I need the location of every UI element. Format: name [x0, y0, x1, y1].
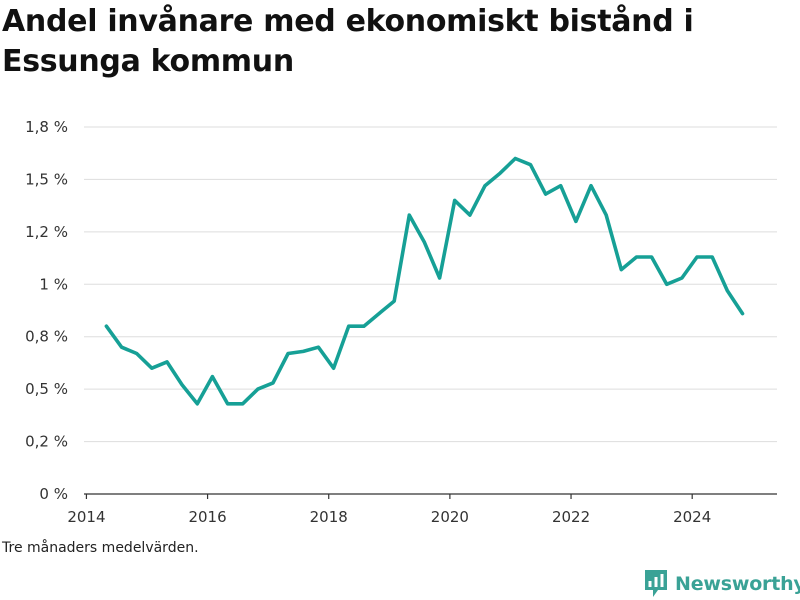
- y-tick-label: 0,2 %: [25, 433, 68, 451]
- chart-title: Andel invånare med ekonomiskt bistånd i …: [2, 4, 694, 79]
- x-tick-label: 2016: [188, 508, 226, 526]
- x-tick-label: 2022: [552, 508, 590, 526]
- x-tick-label: 2014: [67, 508, 105, 526]
- x-tick-labels: 2014 2016 2018 2020 2022 2024: [67, 508, 711, 526]
- y-tick-label: 0,8 %: [25, 328, 68, 346]
- newsworthy-logo[interactable]: Newsworthy: [644, 568, 800, 600]
- x-axis: [84, 493, 777, 499]
- y-tick-label: 1,8 %: [25, 118, 68, 136]
- y-tick-label: 0 %: [39, 485, 68, 503]
- x-tick-label: 2024: [673, 508, 711, 526]
- newsworthy-icon: [645, 570, 667, 597]
- brand-name: Newsworthy: [675, 573, 800, 595]
- series-line: [104, 156, 745, 406]
- series-lines: [104, 156, 745, 406]
- x-tick-label: 2020: [431, 508, 469, 526]
- y-tick-label: 1,5 %: [25, 170, 68, 188]
- y-tick-label: 1,2 %: [25, 223, 68, 241]
- y-tick-labels: 0 % 0,2 % 0,5 % 0,8 % 1 % 1,2 % 1,5 % 1,8 %: [25, 118, 68, 503]
- footnote: Tre månaders medelvärden.: [2, 540, 199, 556]
- x-tick-label: 2018: [310, 508, 348, 526]
- y-tick-label: 1 %: [39, 275, 68, 293]
- grid-lines: [84, 126, 777, 443]
- y-tick-label: 0,5 %: [25, 380, 68, 398]
